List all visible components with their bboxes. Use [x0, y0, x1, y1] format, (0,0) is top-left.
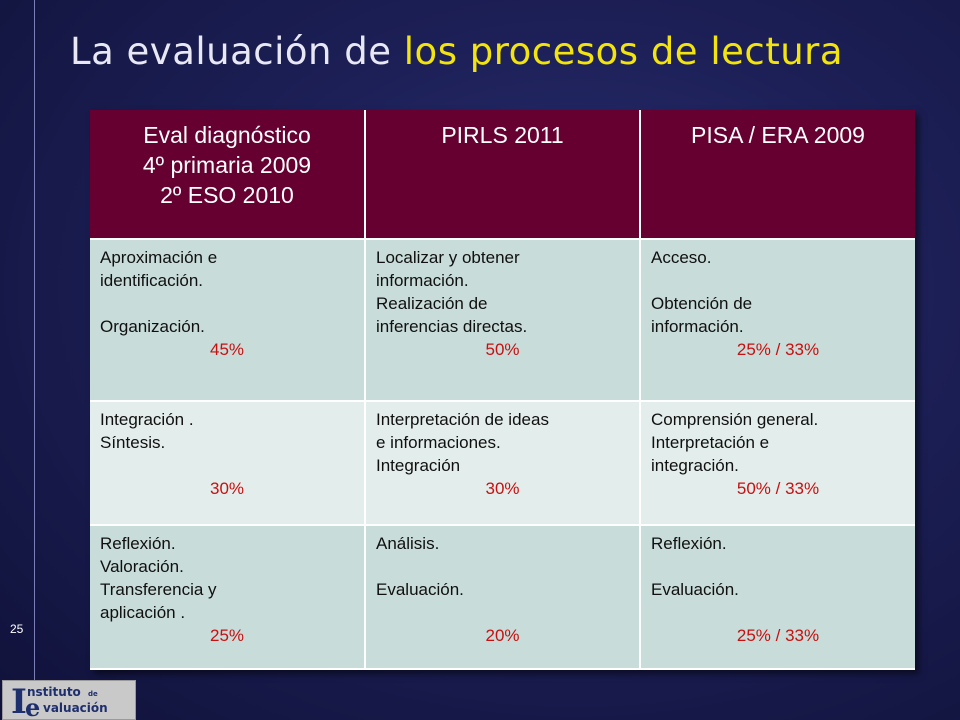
header-cell: Eval diagnóstico 4º primaria 2009 2º ESO 2…	[90, 110, 366, 240]
line-gap	[651, 601, 905, 624]
header-line: PISA / ERA 2009	[691, 122, 865, 148]
cell-line: Comprensión general.	[651, 410, 819, 429]
header-cell: PISA / ERA 2009	[640, 110, 915, 240]
cell-line: Integración .	[100, 410, 194, 429]
cell-line: Integración	[376, 456, 461, 475]
cell-line: Localizar y obtener	[376, 248, 520, 267]
table-cell: Aproximación e identificación. Organizació…	[90, 239, 366, 402]
cell-line: Interpretación de ideas	[376, 410, 549, 429]
table-cell: Reflexión. Valoración. Transferencia y apli…	[90, 525, 366, 670]
cell-line: Evaluación.	[376, 580, 464, 599]
cell-line: identificación.	[100, 271, 204, 290]
line-gap	[100, 292, 354, 315]
table-row: Integración . Síntesis. 30% Interpretación …	[90, 401, 915, 526]
cell-line: Obtención de	[651, 294, 753, 313]
table-row: Aproximación e identificación. Organizació…	[90, 239, 915, 402]
percentage-label: 50% / 33%	[736, 479, 820, 498]
cell-line: inferencias directas.	[376, 317, 528, 336]
cell-line: Reflexión.	[651, 534, 727, 553]
cell-line: Síntesis.	[100, 433, 166, 452]
cell-line: aplicación .	[100, 603, 186, 622]
page-number: 25	[10, 622, 24, 636]
cell-line: Análisis.	[376, 534, 440, 553]
header-line: PIRLS 2011	[441, 122, 564, 148]
cell-line: Interpretación e	[651, 433, 770, 452]
table-cell: Comprensión general. Interpretación e inte…	[640, 401, 915, 526]
line-gap	[100, 454, 354, 477]
percentage-label: 30%	[209, 479, 245, 498]
slide-title: La evaluación de los procesos de lectura	[70, 30, 843, 73]
instituto-evaluacion-logo: I nstituto de e valuación	[2, 680, 136, 720]
percentage-label: 25% / 33%	[736, 340, 820, 359]
cell-line: Acceso.	[651, 248, 712, 267]
logo-word-de: de	[88, 690, 98, 698]
cell-line: Organización.	[100, 317, 205, 336]
header-line: Eval diagnóstico	[143, 122, 311, 148]
logo-letter-i: I	[11, 682, 27, 719]
percentage-label: 50%	[485, 340, 520, 359]
cell-line: información.	[376, 271, 469, 290]
line-gap	[376, 555, 629, 578]
percentage-label: 20%	[485, 626, 520, 645]
cell-line: Aproximación e	[100, 248, 218, 267]
table-cell: Acceso. Obtención de información. 25% / 33%	[640, 239, 915, 402]
cell-line: Valoración.	[100, 557, 184, 576]
table-cell: Localizar y obtener información. Realizaci…	[365, 239, 641, 402]
cell-line: Realización de	[376, 294, 488, 313]
cell-line: Transferencia y	[100, 580, 217, 599]
table-cell: Análisis. Evaluación. 20%	[365, 525, 641, 670]
logo-letter-e: e	[25, 693, 40, 719]
cell-line: e informaciones.	[376, 433, 501, 452]
header-line: 2º ESO 2010	[160, 182, 294, 208]
cell-line: Reflexión.	[100, 534, 176, 553]
header-cell: PIRLS 2011	[365, 110, 641, 240]
cell-line: integración.	[651, 456, 739, 475]
header-row: Eval diagnóstico 4º primaria 2009 2º ESO 2…	[90, 110, 915, 240]
line-gap	[376, 601, 629, 624]
table-row: Reflexión. Valoración. Transferencia y apli…	[90, 525, 915, 670]
cell-line: Evaluación.	[651, 580, 739, 599]
logo-word-instituto: nstituto	[27, 685, 81, 699]
table-cell: Reflexión. Evaluación. 25% / 33%	[640, 525, 915, 670]
logo-word-evaluacion: valuación	[43, 701, 108, 715]
percentage-label: 45%	[209, 340, 245, 359]
line-gap	[651, 555, 905, 578]
table-cell: Integración . Síntesis. 30%	[90, 401, 366, 526]
title-part-2: los procesos de lectura	[403, 30, 844, 73]
table-cell: Interpretación de ideas e informaciones. I…	[365, 401, 641, 526]
percentage-label: 30%	[485, 479, 520, 498]
percentage-label: 25% / 33%	[736, 626, 820, 645]
left-vertical-rule	[34, 0, 35, 720]
percentage-label: 25%	[209, 626, 245, 645]
comparison-table: Eval diagnóstico 4º primaria 2009 2º ESO 2…	[90, 110, 915, 670]
line-gap	[651, 269, 905, 292]
cell-line: información.	[651, 317, 744, 336]
title-part-1: La evaluación de	[70, 30, 392, 73]
header-line: 4º primaria 2009	[142, 152, 312, 178]
